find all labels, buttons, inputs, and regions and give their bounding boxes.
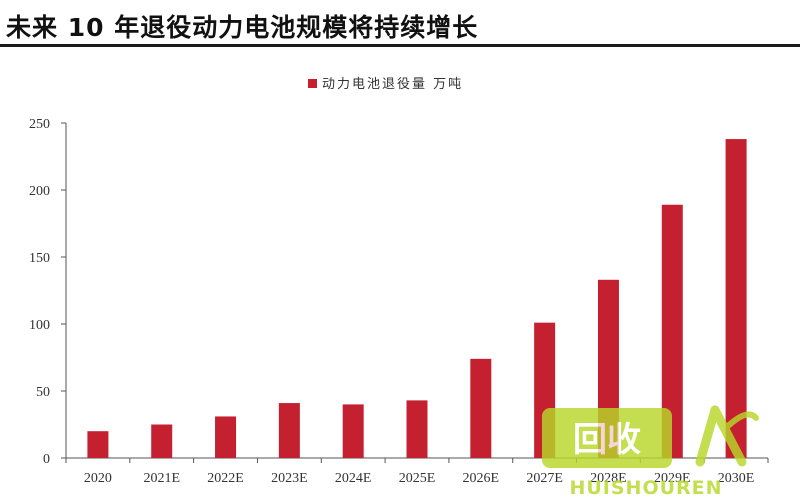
x-tick-label: 2030E [718,471,755,486]
x-tick-label: 2023E [271,471,308,486]
bar [215,416,237,458]
watermark-brand-text: HUISHOUREN [569,477,722,499]
person-leaf-icon [695,405,759,467]
bar [725,139,747,458]
watermark-logo-box [542,408,672,468]
x-tick-label: 2020 [84,471,112,486]
bar [661,204,683,458]
legend-swatch [308,79,317,88]
bar [151,424,173,458]
y-tick-label: 150 [29,251,50,266]
page-title: 未来 10 年退役动力电池规模将持续增长 [6,13,479,42]
y-tick-label: 50 [36,385,50,400]
bar [406,400,428,458]
y-tick-label: 200 [29,184,50,199]
x-tick-label: 2022E [207,471,244,486]
y-tick-label: 250 [29,117,50,132]
watermark: 回收 HUISHOUREN [542,405,759,499]
x-tick-label: 2021E [143,471,180,486]
x-tick-label: 2029E [654,471,691,486]
legend-label: 动力电池退役量 万吨 [322,77,463,92]
y-tick-label: 100 [29,318,50,333]
bar [87,431,109,458]
bar [278,403,300,458]
watermark-logo-text: 回收 [573,420,641,460]
bar [342,404,364,458]
x-tick-label: 2024E [335,471,372,486]
legend: 动力电池退役量 万吨 [308,77,463,92]
y-axis: 0 50 100 150 200 250 [29,117,67,467]
x-tick-label: 2027E [526,471,563,486]
title-divider [0,44,800,47]
x-tick-label: 2028E [590,471,627,486]
bar [470,358,492,458]
x-tick-label: 2025E [399,471,436,486]
x-tick-label: 2026E [463,471,500,486]
y-tick-label: 0 [43,452,50,467]
